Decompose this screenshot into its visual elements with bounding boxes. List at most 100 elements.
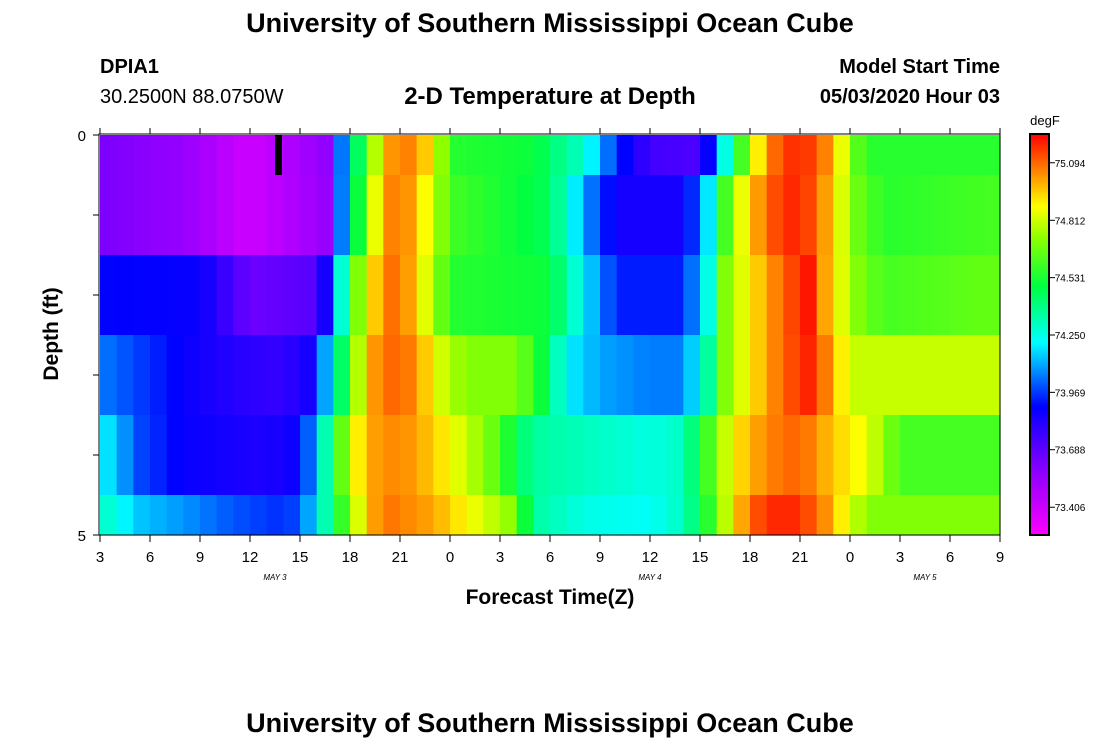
heatmap-cell: [900, 175, 918, 256]
heatmap-cell: [566, 335, 584, 416]
heatmap-cells: [100, 135, 1001, 536]
heatmap-cell: [316, 175, 334, 256]
heatmap-cell: [850, 415, 868, 496]
heatmap-cell: [416, 335, 434, 416]
heatmap-cell: [383, 335, 401, 416]
heatmap-cell: [616, 495, 634, 536]
heatmap-cell: [683, 175, 701, 256]
heatmap-cell: [166, 135, 184, 176]
colorbar-label: 75.094: [1055, 159, 1086, 170]
heatmap-cell: [916, 335, 934, 416]
heatmap-cell: [566, 415, 584, 496]
heatmap-cell: [750, 255, 768, 336]
heatmap-cell: [316, 255, 334, 336]
heatmap-cell: [366, 175, 384, 256]
heatmap-cell: [433, 415, 451, 496]
heatmap-cell: [866, 135, 884, 176]
heatmap-cell: [916, 415, 934, 496]
heatmap-cell: [866, 495, 884, 536]
colorbar-label: 74.531: [1055, 274, 1086, 285]
heatmap-cell: [366, 495, 384, 536]
heatmap-cell: [433, 495, 451, 536]
heatmap-cell: [300, 255, 318, 336]
heatmap-cell: [316, 495, 334, 536]
heatmap-cell: [583, 335, 601, 416]
heatmap-cell: [516, 415, 534, 496]
heatmap-cell: [650, 255, 668, 336]
heatmap-cell: [816, 335, 834, 416]
heatmap-cell: [100, 255, 118, 336]
heatmap-cell: [566, 175, 584, 256]
heatmap-cell: [983, 415, 1001, 496]
heatmap-cell: [600, 175, 618, 256]
heatmap-cell: [233, 335, 251, 416]
heatmap-cell: [600, 415, 618, 496]
temperature-depth-chart: 3 6 9 12 15 18 21 0 3 6 9 12 15 18 21 0 3 6 9 MAY 3 MAY 4 MAY…: [40, 113, 1086, 609]
heatmap-cell: [666, 415, 684, 496]
model-start-label: Model Start Time: [839, 56, 1000, 78]
heatmap-cell: [600, 135, 618, 176]
heatmap-cell: [483, 175, 501, 256]
heatmap-cell: [133, 175, 151, 256]
heatmap-cell: [400, 135, 418, 176]
heatmap-cell: [966, 135, 984, 176]
heatmap-cell: [416, 495, 434, 536]
heatmap-cell: [483, 415, 501, 496]
heatmap-cell: [700, 335, 718, 416]
heatmap-cell: [716, 415, 734, 496]
heatmap-cell: [283, 135, 301, 176]
heatmap-cell: [400, 415, 418, 496]
heatmap-cell: [883, 335, 901, 416]
heatmap-cell: [216, 335, 234, 416]
heatmap-cell: [450, 255, 468, 336]
heatmap-cell: [333, 415, 351, 496]
heatmap-cell: [550, 175, 568, 256]
heatmap-cell: [316, 135, 334, 176]
heatmap-cell: [633, 175, 651, 256]
heatmap-cell: [633, 135, 651, 176]
heatmap-cell: [800, 495, 818, 536]
x-tick-label: 12: [242, 549, 259, 566]
heatmap-cell: [583, 415, 601, 496]
heatmap-cell: [800, 335, 818, 416]
heatmap-cell: [750, 415, 768, 496]
heatmap-cell: [266, 415, 284, 496]
colorbar-unit: degF: [1030, 113, 1060, 128]
station-coordinates: 30.2500N 88.0750W: [100, 86, 284, 108]
heatmap-cell: [733, 175, 751, 256]
heatmap-cell: [266, 335, 284, 416]
heatmap-cell: [300, 135, 318, 176]
heatmap-cell: [400, 255, 418, 336]
footer-title: University of Southern Mississippi Ocean…: [246, 708, 854, 738]
x-tick-label: 6: [546, 549, 554, 566]
x-tick-label: 3: [896, 549, 904, 566]
heatmap-cell: [766, 495, 784, 536]
heatmap-cell: [166, 175, 184, 256]
heatmap-cell: [800, 175, 818, 256]
heatmap-cell: [533, 255, 551, 336]
heatmap-cell: [666, 135, 684, 176]
x-tick-label: 21: [792, 549, 809, 566]
heatmap-cell: [150, 135, 168, 176]
x-tick-label: 21: [392, 549, 409, 566]
heatmap-cell: [500, 135, 518, 176]
y-tick-label: 0: [78, 128, 86, 145]
heatmap-cell: [450, 175, 468, 256]
heatmap-cell: [783, 495, 801, 536]
heatmap-cell: [350, 415, 368, 496]
heatmap-cell: [650, 415, 668, 496]
heatmap-cell: [283, 335, 301, 416]
heatmap-cell: [233, 415, 251, 496]
station-id: DPIA1: [100, 56, 159, 78]
heatmap-cell: [116, 415, 134, 496]
heatmap-cell: [383, 135, 401, 176]
heatmap-cell: [116, 175, 134, 256]
x-tick-label: 6: [146, 549, 154, 566]
heatmap-cell: [666, 255, 684, 336]
heatmap-cell: [950, 495, 968, 536]
heatmap-cell: [550, 495, 568, 536]
x-tick-label: 6: [946, 549, 954, 566]
heatmap-cell: [166, 415, 184, 496]
heatmap-cell: [250, 135, 268, 176]
heatmap-cell: [250, 495, 268, 536]
